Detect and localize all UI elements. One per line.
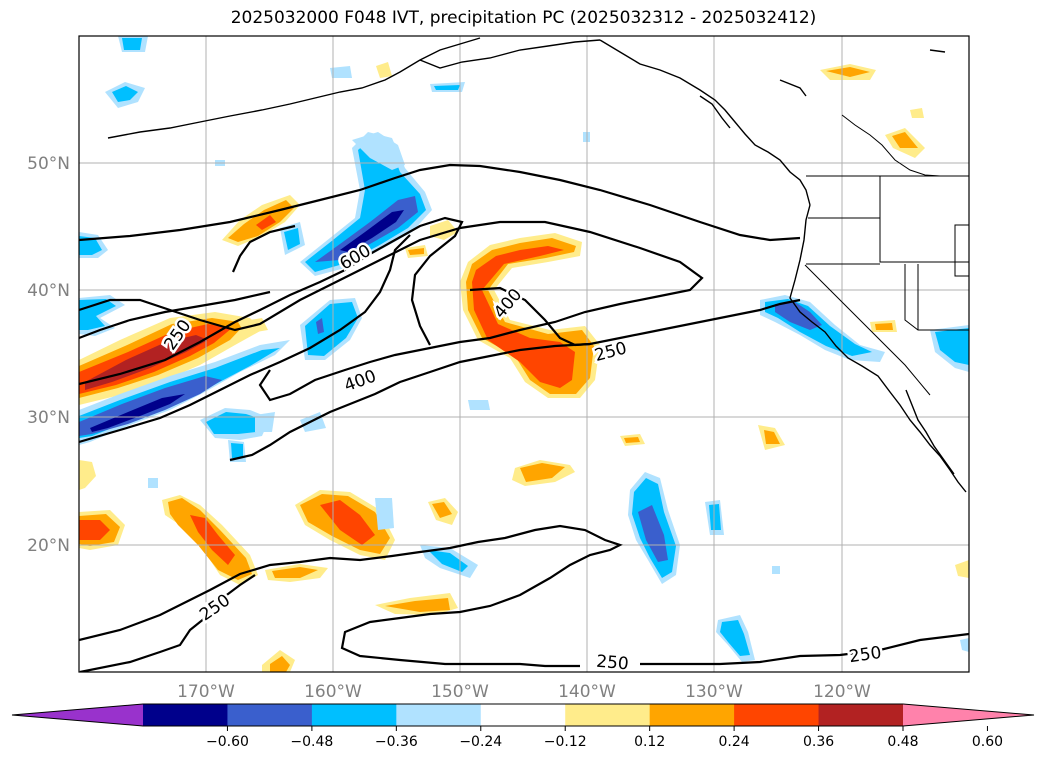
- colorbar-outline: [11, 703, 1035, 727]
- precip-shade: [775, 302, 822, 330]
- political-borders: [804, 114, 969, 396]
- colorbar-tick-label: −0.24: [459, 734, 502, 750]
- precip-shade: [432, 502, 452, 518]
- latitude-labels: 50°N 40°N 30°N 20°N: [27, 154, 70, 556]
- coastline: [107, 37, 967, 493]
- precip-shade: [79, 236, 102, 255]
- colorbar-segment: [734, 704, 820, 726]
- colorbar-tick-label: −0.60: [206, 734, 249, 750]
- precip-shade: [520, 463, 565, 482]
- colorbar-tick-label: −0.36: [375, 734, 418, 750]
- colorbar-tick-label: 0.48: [887, 734, 918, 750]
- precip-shade: [122, 38, 142, 50]
- precip-shade: [624, 437, 640, 443]
- lat-label: 20°N: [27, 536, 70, 556]
- contour-label: 250: [595, 652, 629, 675]
- precip-shade: [90, 394, 185, 432]
- colorbar-tick-label: 0.24: [719, 734, 750, 750]
- precip-shade: [376, 62, 392, 78]
- colorbar-segment: [818, 704, 904, 726]
- precip-shade: [305, 138, 426, 272]
- colorbar-ticks: −0.60 −0.48 −0.36 −0.24 −0.12 0.12 0.24 0.36 0.4…: [206, 726, 1003, 750]
- colorbar-segment: [311, 704, 397, 726]
- colorbar-tick-label: 0.60: [972, 734, 1003, 750]
- colorbar-tick-label: 0.36: [803, 734, 834, 750]
- precip-shade: [764, 430, 780, 444]
- lon-label: 150°W: [431, 682, 489, 702]
- precip-shade: [960, 638, 969, 652]
- colorbar-extend-max: [903, 704, 1034, 726]
- contour-label: 250: [848, 643, 883, 667]
- precip-shade: [255, 412, 275, 432]
- precip-shade: [148, 478, 158, 488]
- colorbar-extend-min: [12, 704, 143, 726]
- lon-label: 140°W: [558, 682, 616, 702]
- precip-shade: [340, 210, 404, 252]
- map-frame: [78, 35, 970, 673]
- precip-shade: [231, 443, 243, 458]
- precip-shade: [190, 515, 235, 565]
- precip-shade: [720, 620, 750, 656]
- lon-label: 130°W: [685, 682, 743, 702]
- precip-shade: [320, 500, 375, 545]
- lon-label: 160°W: [304, 682, 362, 702]
- precip-shade: [935, 328, 969, 365]
- map-title: 2025032000 F048 IVT, precipitation PC (2…: [230, 8, 817, 28]
- precip-shade: [955, 560, 969, 578]
- precip-shade: [638, 505, 668, 562]
- precip-shade: [709, 504, 721, 530]
- colorbar-segment: [143, 704, 228, 726]
- precip-shade: [385, 598, 450, 612]
- precip-shade: [472, 246, 575, 388]
- colorbar-tick-label: −0.12: [544, 734, 587, 750]
- colorbar-segment: [227, 704, 313, 726]
- precip-shade: [428, 550, 468, 572]
- colorbar: [11, 703, 1035, 727]
- lat-label: 40°N: [27, 281, 70, 301]
- precip-shade: [316, 318, 324, 334]
- lat-label: 50°N: [27, 154, 70, 174]
- colorbar-segment: [480, 704, 566, 726]
- precip-shade: [79, 460, 96, 490]
- precip-shade: [910, 108, 924, 118]
- longitude-labels: 170°W 160°W 150°W 140°W 130°W 120°W: [177, 682, 871, 702]
- precip-shade: [875, 323, 893, 330]
- precip-shade: [352, 132, 405, 170]
- colorbar-tick-label: 0.12: [634, 734, 665, 750]
- precip-shade: [826, 67, 870, 77]
- precip-shade: [330, 66, 352, 78]
- precip-shade: [408, 248, 424, 255]
- lat-label: 30°N: [27, 408, 70, 428]
- grid: [79, 36, 969, 672]
- precip-shade: [270, 656, 290, 672]
- colorbar-segment: [565, 704, 651, 726]
- precip-shade: [468, 400, 490, 410]
- lon-label: 120°W: [813, 682, 871, 702]
- precip-shade: [284, 228, 300, 250]
- contour-label: 400: [342, 366, 379, 396]
- precip-shade: [79, 520, 110, 540]
- colorbar-tick-label: −0.48: [290, 734, 333, 750]
- ivt-contours: [79, 163, 969, 672]
- colorbar-segment: [396, 704, 482, 726]
- precip-shade: [375, 498, 394, 530]
- colorbar-segment: [649, 704, 735, 726]
- precip-shade: [112, 86, 138, 102]
- precip-shade: [85, 335, 208, 390]
- precip-shade: [256, 215, 276, 230]
- lon-label: 170°W: [177, 682, 235, 702]
- map-area: 600 250 400 400 250 250 250 250: [79, 36, 969, 675]
- precip-shade: [434, 85, 460, 90]
- precip-shade: [772, 566, 780, 574]
- precip-shade: [892, 132, 918, 148]
- precip-shade: [305, 302, 358, 356]
- precip-shade: [272, 567, 318, 578]
